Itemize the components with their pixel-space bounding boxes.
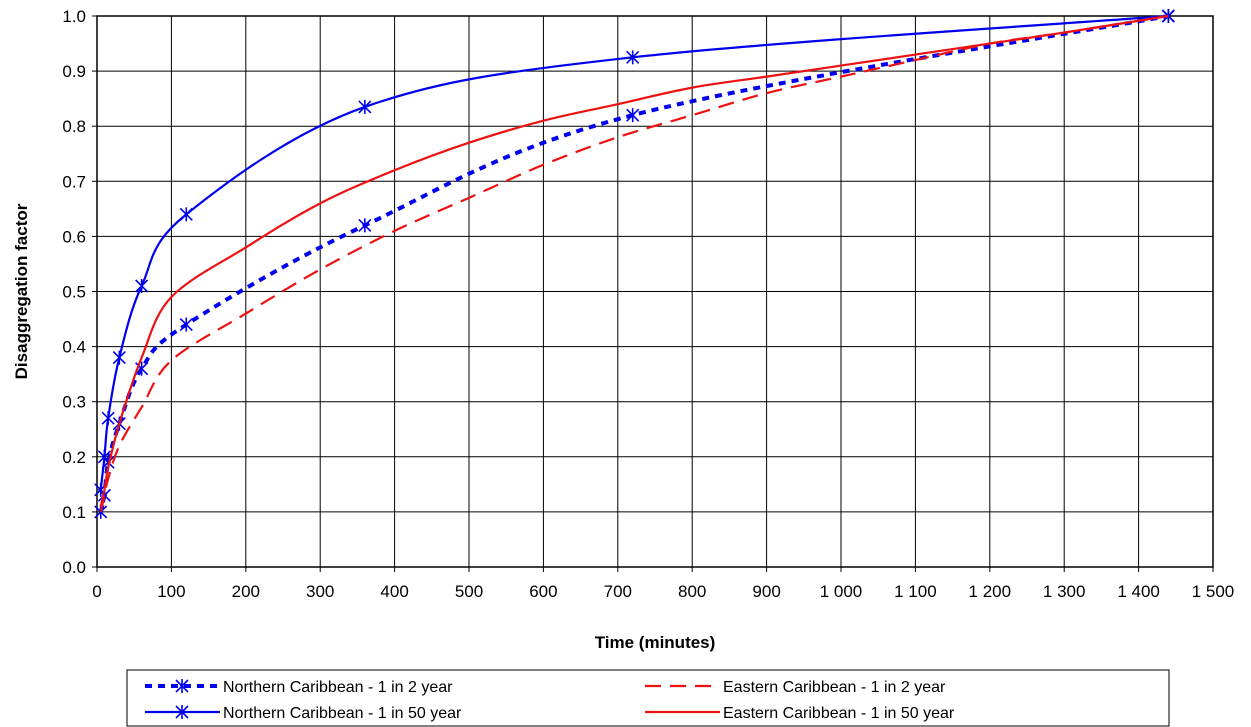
y-tick-label: 0.5 — [62, 283, 86, 302]
y-tick-label: 0.8 — [62, 117, 86, 136]
y-tick-label: 0.6 — [62, 227, 86, 246]
legend-label: Eastern Caribbean - 1 in 2 year — [723, 679, 946, 696]
data-point-marker — [358, 218, 372, 233]
series-layer — [94, 9, 1175, 519]
y-tick-label: 0.9 — [62, 62, 86, 81]
x-axis-title: Time (minutes) — [595, 633, 716, 652]
series-3 — [99, 14, 1169, 513]
series-line — [99, 14, 1169, 507]
x-tick-label: 900 — [752, 582, 780, 601]
legend-box — [126, 669, 1170, 727]
x-tick-label: 1 100 — [894, 582, 937, 601]
data-point-marker — [97, 449, 112, 464]
data-point-marker — [135, 361, 149, 376]
series-line — [98, 14, 1169, 513]
x-axis: 0 100 200 300 400 500 600 700 800 900 1 000 1 100 1 … — [92, 567, 1234, 601]
x-tick-label: 800 — [678, 582, 706, 601]
x-tick-label: 200 — [232, 582, 260, 601]
x-tick-label: 600 — [529, 582, 557, 601]
x-tick-label: 300 — [306, 582, 334, 601]
x-tick-label: 400 — [380, 582, 408, 601]
x-tick-label: 0 — [92, 582, 101, 601]
x-tick-label: 100 — [157, 582, 185, 601]
x-tick-label: 700 — [604, 582, 632, 601]
y-tick-label: 0.7 — [62, 172, 86, 191]
series-line — [99, 14, 1169, 490]
grid — [96, 15, 1214, 568]
data-point-marker — [358, 99, 372, 114]
x-tick-label: 1 300 — [1043, 582, 1086, 601]
legend-label: Eastern Caribbean - 1 in 50 year — [723, 705, 955, 722]
legend-item: Eastern Caribbean - 1 in 2 year — [645, 679, 946, 696]
data-point-marker — [179, 317, 193, 332]
data-point-marker — [175, 705, 189, 719]
legend-label: Northern Caribbean - 1 in 2 year — [223, 679, 453, 696]
series-4 — [99, 14, 1169, 507]
y-tick-label: 0.2 — [62, 448, 86, 467]
x-tick-label: 500 — [455, 582, 483, 601]
y-tick-label: 1.0 — [62, 7, 86, 26]
y-tick-label: 0.3 — [62, 393, 86, 412]
y-tick-label: 0.4 — [62, 338, 86, 357]
y-tick-label: 0.0 — [62, 558, 86, 577]
data-point-marker — [175, 679, 189, 693]
data-point-marker — [135, 278, 149, 293]
data-point-marker — [112, 350, 126, 365]
x-tick-label: 1 000 — [820, 582, 863, 601]
x-tick-label: 1 200 — [969, 582, 1012, 601]
legend: Northern Caribbean - 1 in 2 year Northern… — [126, 669, 1170, 727]
x-tick-label: 1 500 — [1192, 582, 1235, 601]
legend-item: Northern Caribbean - 1 in 2 year — [145, 679, 453, 696]
legend-item: Northern Caribbean - 1 in 50 year — [145, 705, 462, 722]
y-axis-title: Disaggregation factor — [12, 203, 31, 379]
data-point-marker — [626, 108, 640, 123]
y-axis: 0.0 0.1 0.2 0.3 0.4 0.5 0.6 0.7 0.8 0.9 1.0 — [62, 7, 97, 577]
legend-item: Eastern Caribbean - 1 in 50 year — [645, 705, 955, 722]
data-point-marker — [179, 207, 193, 222]
y-tick-label: 0.1 — [62, 503, 86, 522]
series-1 — [94, 9, 1175, 519]
x-tick-label: 1 400 — [1117, 582, 1160, 601]
data-point-marker — [101, 411, 115, 426]
legend-label: Northern Caribbean - 1 in 50 year — [223, 705, 462, 722]
series-2 — [94, 9, 1175, 497]
series-line — [99, 14, 1169, 513]
data-point-marker — [626, 50, 640, 65]
